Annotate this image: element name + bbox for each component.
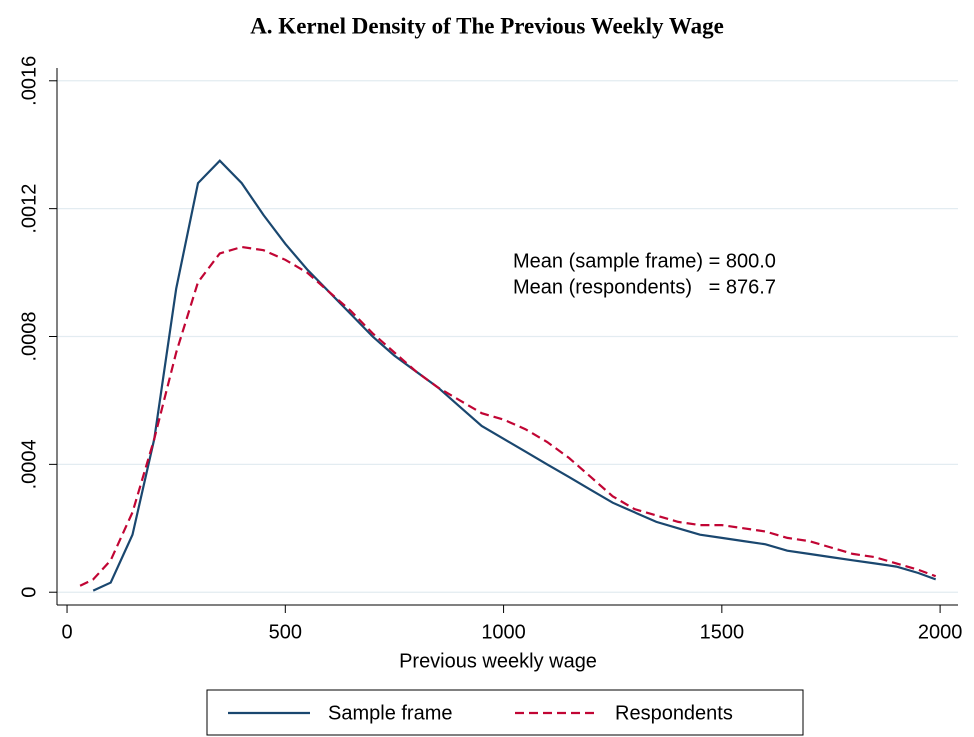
- x-tick-label: 2000: [918, 621, 963, 643]
- annotation: Mean (respondents) = 876.7: [513, 276, 776, 298]
- x-axis-label: Previous weekly wage: [399, 650, 597, 672]
- line-series: [79, 245, 937, 587]
- x-tick-label: 1000: [481, 621, 526, 643]
- chart-title: A. Kernel Density of The Previous Weekly…: [250, 13, 724, 38]
- y-tick-label: .0012: [18, 184, 40, 234]
- legend-label: Respondents: [615, 702, 733, 724]
- y-tick-label: .0016: [18, 56, 40, 106]
- x-tick-label: 500: [269, 621, 302, 643]
- y-tick-label: .0008: [18, 311, 40, 361]
- y-tick-label: .0004: [18, 439, 40, 489]
- y-tick-label: 0: [18, 587, 40, 598]
- annotation: Mean (sample frame) = 800.0: [513, 250, 776, 272]
- x-tick-label: 1500: [700, 621, 745, 643]
- x-tick-label: 0: [61, 621, 72, 643]
- line-series: [92, 159, 937, 592]
- legend-label: Sample frame: [328, 702, 453, 724]
